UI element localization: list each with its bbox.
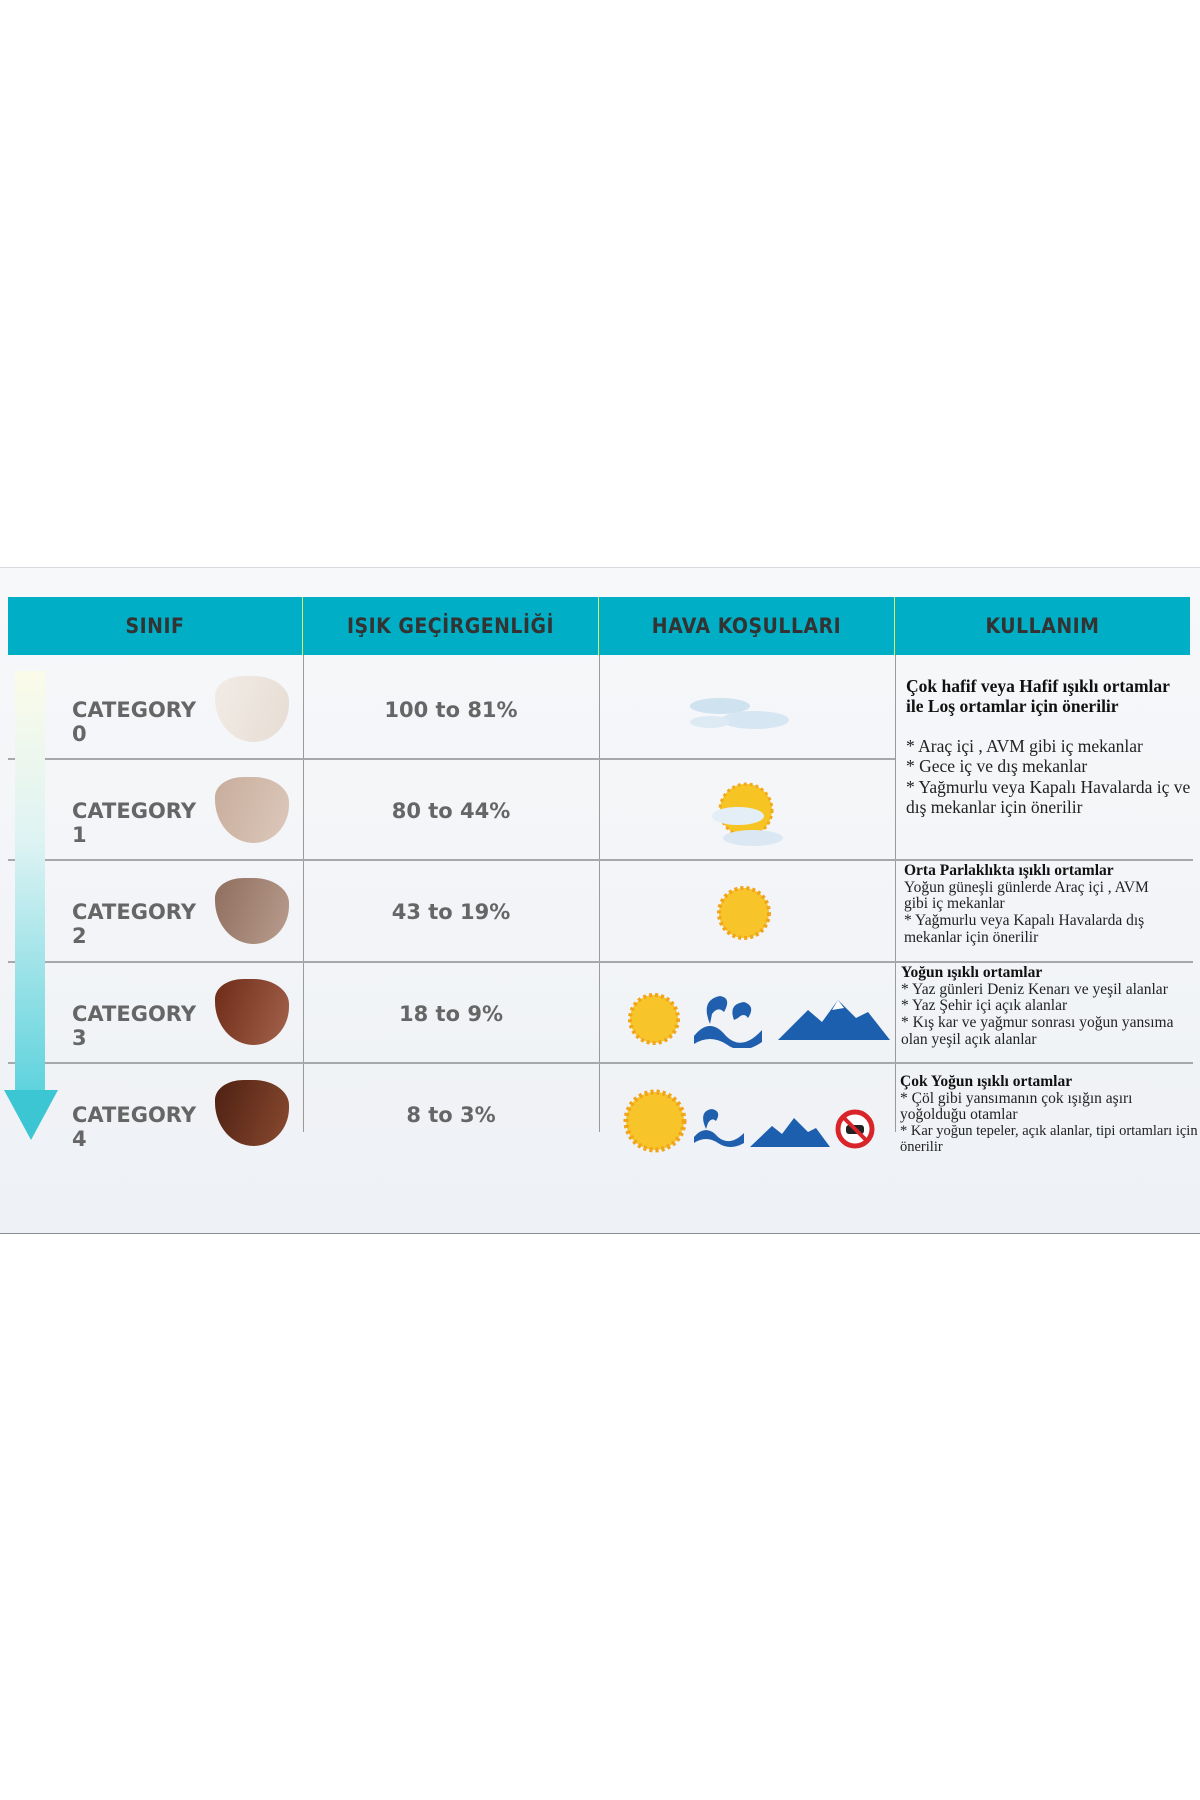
sun-behind-clouds-icon <box>712 782 783 846</box>
transmission-value: 43 to 19% <box>391 900 511 924</box>
usage-title: Yoğun ışıklı ortamlar <box>901 964 1043 981</box>
lens-swatch-4 <box>215 1080 289 1146</box>
usage-title: Orta Parlaklıkta ışıklı ortamlar <box>904 862 1114 879</box>
usage-line: Yoğun güneşli günlerde Araç içi , AVM gi… <box>904 878 1149 913</box>
usage-line: * Yağmurlu veya Kapalı Havalarda dış mek… <box>904 912 1145 946</box>
usage-line: * Yaz Şehir içi açık alanlar <box>901 997 1068 1015</box>
sun-icon <box>623 1089 687 1153</box>
usage-title: Çok hafif veya Hafif ışıklı ortamlar ile… <box>906 676 1170 717</box>
usage-text-cat4: Çok Yoğun ışıklı ortamlar * Çöl gibi yan… <box>900 1073 1200 1156</box>
usage-line: * Yağmurlu veya Kapalı Havalarda iç ve d… <box>906 776 1191 817</box>
usage-line: * Kar yoğun tepeler, açık alanlar, tipi … <box>900 1123 1198 1155</box>
header-sinif: SINIF <box>8 597 303 655</box>
mountains-icon <box>778 1000 890 1040</box>
category-label: CATEGORY 1 <box>72 799 197 847</box>
darkness-arrow <box>15 671 45 1091</box>
divider <box>895 655 896 1132</box>
category-label: CATEGORY 2 <box>72 900 197 948</box>
divider <box>8 859 1193 861</box>
usage-text-cat0-1: Çok hafif veya Hafif ışıklı ortamlar ile… <box>906 676 1191 817</box>
lens-swatch-3 <box>215 979 289 1045</box>
sun-icon <box>717 886 771 940</box>
usage-text-cat3: Yoğun ışıklı ortamlar * Yaz günleri Deni… <box>901 964 1200 1049</box>
category-label: CATEGORY 3 <box>72 1002 197 1050</box>
lens-swatch-1 <box>215 777 289 843</box>
divider <box>8 961 1193 963</box>
usage-line: * Araç içi , AVM gibi iç mekanlar <box>906 736 1143 757</box>
divider <box>8 758 895 760</box>
lens-swatch-2 <box>215 878 289 944</box>
divider <box>303 655 304 1132</box>
divider <box>599 655 600 1132</box>
clouds-icon <box>690 698 789 729</box>
divider <box>8 1062 1193 1064</box>
transmission-value: 18 to 9% <box>399 1002 503 1026</box>
usage-line: * Kış kar ve yağmur sonrası yoğun yansım… <box>901 1014 1174 1048</box>
arrow-down-icon <box>4 1090 58 1140</box>
transmission-value: 8 to 3% <box>406 1103 496 1127</box>
waves-icon <box>694 996 762 1048</box>
header-usage: KULLANIM <box>895 597 1190 655</box>
header-transmission: IŞIK GEÇİRGENLİĞİ <box>303 597 599 655</box>
usage-line: * Gece iç ve dış mekanlar <box>906 756 1088 777</box>
usage-text-cat2: Orta Parlaklıkta ışıklı ortamlar Yoğun g… <box>904 862 1174 947</box>
transmission-value: 80 to 44% <box>391 799 511 823</box>
mountains-icon <box>750 1118 830 1147</box>
category-label: CATEGORY 4 <box>72 1103 197 1151</box>
usage-title: Çok Yoğun ışıklı ortamlar <box>900 1073 1073 1090</box>
no-driving-icon <box>835 1109 875 1149</box>
usage-line: * Çöl gibi yansımanın çok ışığın aşırı y… <box>900 1089 1133 1124</box>
category-label: CATEGORY 0 <box>72 698 197 746</box>
waves-icon <box>694 1109 744 1147</box>
transmission-value: 100 to 81% <box>384 698 518 722</box>
sun-icon <box>628 993 680 1045</box>
header-weather: HAVA KOŞULLARI <box>599 597 895 655</box>
usage-line: * Yaz günleri Deniz Kenarı ve yeşil alan… <box>901 980 1168 998</box>
lens-swatch-0 <box>215 676 289 742</box>
lens-category-table: SINIF IŞIK GEÇİRGENLİĞİ HAVA KOŞULLARI K… <box>0 567 1200 1234</box>
